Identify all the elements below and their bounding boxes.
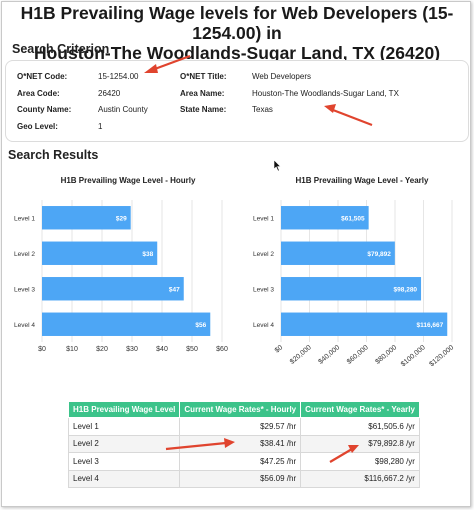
table-cell-yearly: $116,667.2 /yr [300,469,420,488]
hourly-tick-label: $20 [96,346,108,353]
annotation-arrow-yearly-level2 [329,445,359,463]
yearly-category-label: Level 4 [253,322,274,329]
yearly-data-label: $116,667 [416,322,443,329]
area-name-label: Area Name: [180,89,225,98]
yearly-category-label: Level 2 [253,251,274,258]
yearly-data-label: $98,280 [394,286,418,293]
area-name-value: Houston-The Woodlands-Sugar Land, TX [252,89,399,98]
page-title: H1B Prevailing Wage levels for Web Devel… [0,3,474,63]
hourly-category-label: Level 2 [14,251,35,258]
hourly-data-label: $47 [169,286,180,293]
table-cell-hourly: $56.09 /hr [179,469,302,488]
search-criterion-panel [5,60,469,142]
table-row: Level 2 $38.41 /hr $79,892.8 /yr [67,434,420,453]
geo-level-label: Geo Level: [17,122,58,131]
state-name-value: Texas [252,105,273,114]
yearly-chart-title: H1B Prevailing Wage Level - Yearly [295,176,429,185]
hourly-category-label: Level 1 [14,215,35,222]
hourly-tick-label: $50 [186,346,198,353]
hourly-data-label: $56 [195,322,206,329]
search-criterion-heading: Search Criterion [12,42,110,56]
hourly-bar [42,241,158,265]
table-header-level: H1B Prevailing Wage Level [67,401,181,418]
hourly-data-label: $38 [142,251,153,258]
hourly-tick-label: $60 [216,346,228,353]
table-header-row: H1B Prevailing Wage Level Current Wage R… [67,401,420,418]
yearly-bar [281,277,422,301]
yearly-bar [281,241,395,265]
hourly-chart-title: H1B Prevailing Wage Level - Hourly [60,176,196,185]
annotation-arrow-area-name [324,104,373,127]
mouse-cursor-icon [274,160,282,172]
yearly-category-label: Level 3 [253,286,274,293]
hourly-bar [42,277,184,301]
table-header-hourly: Current Wage Rates* - Hourly [179,401,302,418]
hourly-bar [42,312,211,336]
table-row: Level 1 $29.57 /hr $61,505.6 /yr [67,417,420,436]
state-name-label: State Name: [180,105,227,114]
hourly-tick-label: $30 [126,346,138,353]
onet-title-label: O*NET Title: [180,72,227,81]
table-cell-level: Level 4 [67,469,181,488]
onet-title-value: Web Developers [252,72,311,81]
hourly-category-label: Level 4 [14,322,35,329]
county-name-value: Austin County [98,105,148,114]
hourly-tick-label: $0 [38,346,46,353]
table-row: Level 4 $56.09 /hr $116,667.2 /yr [67,469,420,488]
county-name-label: County Name: [17,105,72,114]
hourly-category-label: Level 3 [14,286,35,293]
annotation-arrow-hourly-level2 [165,438,235,451]
search-results-heading: Search Results [8,148,99,162]
hourly-tick-label: $40 [156,346,168,353]
area-code-value: 26420 [98,89,121,98]
yearly-bar [281,312,448,336]
yearly-data-label: $79,892 [367,251,391,258]
yearly-bar [281,206,369,230]
onet-code-value: 15-1254.00 [98,72,139,81]
area-code-label: Area Code: [17,89,60,98]
page-title-line2: Houston-The Woodlands-Sugar Land, TX (26… [33,43,441,63]
hourly-bar [42,206,131,230]
page-title-line1: H1B Prevailing Wage levels for Web Devel… [20,3,454,43]
hourly-data-label: $29 [116,215,127,222]
hourly-tick-label: $10 [66,346,78,353]
table-row: Level 3 $47.25 /hr $98,280 /yr [67,452,420,471]
yearly-tick-label: $0 [274,344,285,354]
table-cell-yearly: $79,892.8 /yr [300,434,420,453]
table-header-yearly: Current Wage Rates* - Yearly [300,401,420,418]
annotation-arrow-onet-code [144,54,191,73]
yearly-category-label: Level 1 [253,215,274,222]
yearly-data-label: $61,505 [341,215,365,222]
onet-code-label: O*NET Code: [17,72,68,81]
geo-level-value: 1 [98,122,103,131]
wage-rates-table: H1B Prevailing Wage Level Current Wage R… [67,401,420,488]
